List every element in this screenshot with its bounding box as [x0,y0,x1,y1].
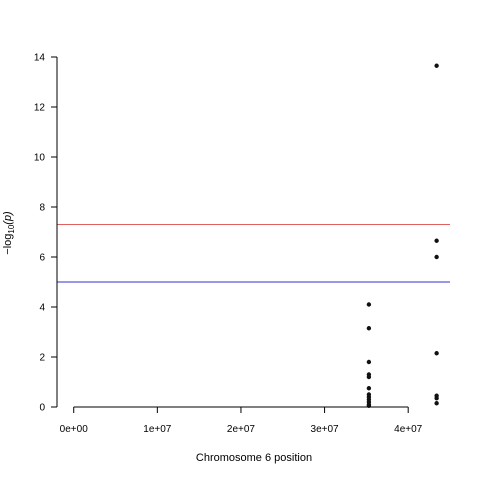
x-axis-title: Chromosome 6 position [196,452,312,464]
data-point-4 [366,374,372,380]
data-point-12 [434,63,439,68]
y-tick-label-4: 8 [39,203,45,214]
data-point-14 [434,254,439,260]
y-tick-label-1: 2 [39,353,45,364]
data-point-17 [434,396,439,401]
data-point-0 [366,302,372,307]
x-tick-label-0: 0e+00 [60,424,89,435]
x-tick-label-2: 2e+07 [227,424,256,435]
y-axis: 0 2 4 6 8 10 12 14 [34,53,58,414]
y-tick-label-5: 10 [34,153,46,164]
data-point-1 [366,326,372,331]
x-axis: 0e+00 1e+07 2e+07 3e+07 4e+07 [60,406,423,435]
y-axis-title: −log10(p) [2,211,16,255]
y-tick-label-7: 14 [34,53,46,64]
y-axis-title-prefix: −log [2,234,14,255]
threshold-lines [57,224,450,283]
data-point-18 [434,401,439,406]
x-tick-label-1: 1e+07 [143,424,172,435]
y-tick-label-6: 12 [34,103,46,114]
data-point-13 [434,238,439,243]
data-point-5 [366,386,372,391]
y-tick-label-0: 0 [39,403,45,414]
y-axis-title-subscript: 10 [7,224,16,233]
data-point-15 [434,351,439,356]
y-axis-title-suffix: (p) [2,211,14,225]
x-tick-label-3: 3e+07 [311,424,340,435]
y-tick-label-3: 6 [39,253,45,264]
x-tick-label-4: 4e+07 [394,424,423,435]
data-point-2 [366,359,372,365]
y-tick-label-2: 4 [39,303,45,314]
